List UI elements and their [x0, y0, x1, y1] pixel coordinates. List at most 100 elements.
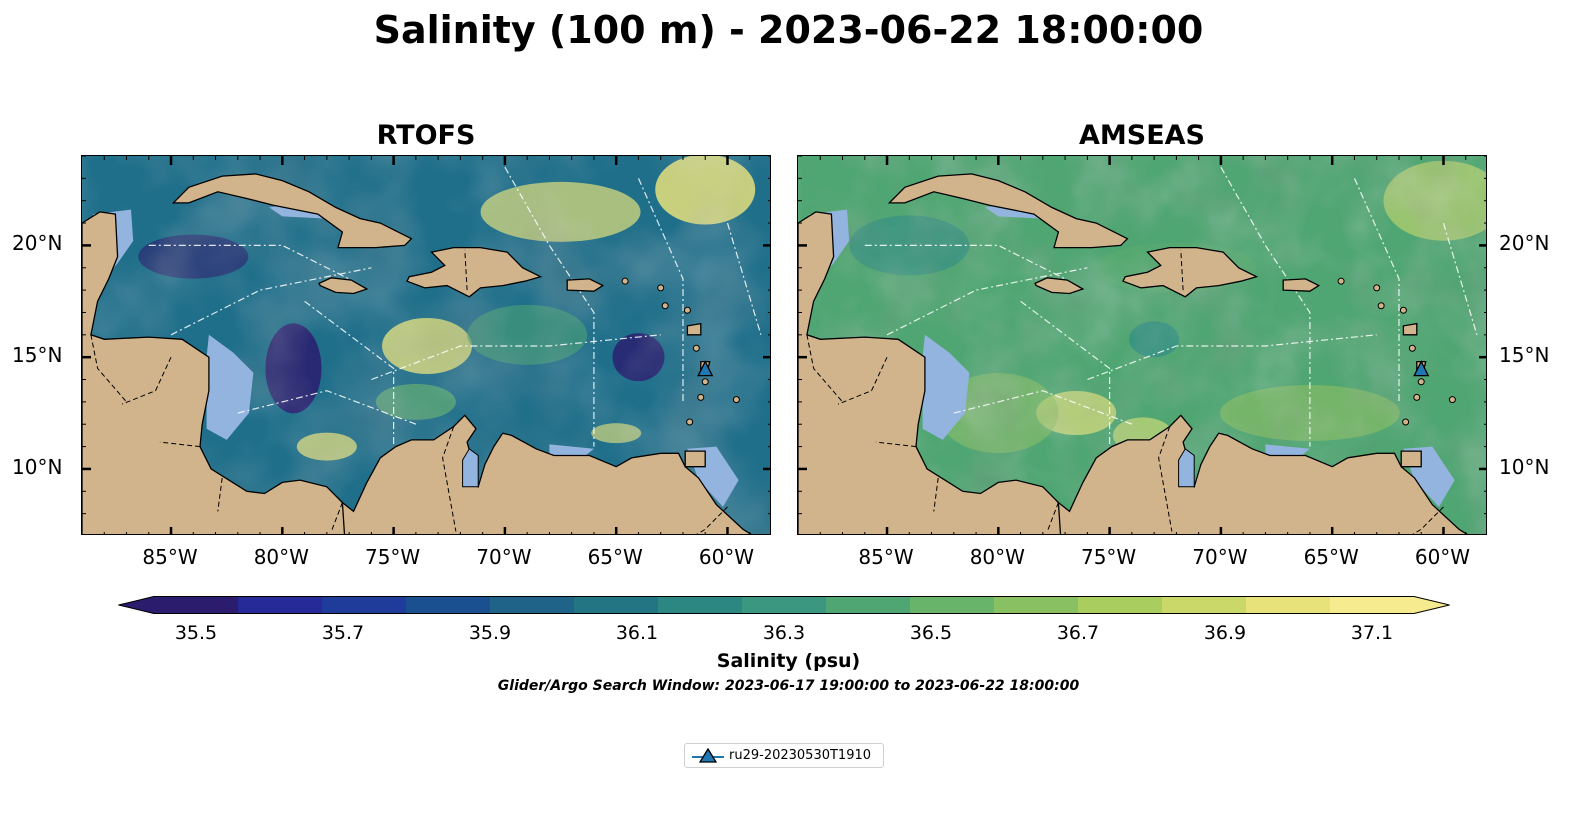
y-tick-label-left: 15°N	[12, 343, 63, 368]
island	[1402, 418, 1410, 426]
x-tick-label: 60°W	[1414, 545, 1471, 569]
country-border	[1046, 502, 1059, 532]
land-centralAmerica	[82, 211, 350, 534]
country-border	[330, 502, 343, 532]
y-tick-label-right: 15°N	[1499, 343, 1550, 368]
country-border	[875, 441, 917, 448]
x-tick-label: 75°W	[364, 545, 421, 569]
colorbar-tick-label: 36.9	[1203, 622, 1247, 644]
land-southAmerica	[341, 414, 752, 534]
country-border	[696, 506, 728, 534]
colorbar-tick-label: 37.1	[1350, 622, 1394, 644]
island	[1417, 378, 1425, 386]
y-tick-label-left: 20°N	[12, 231, 63, 256]
eez-boundary-line	[864, 244, 1066, 280]
shelf-area	[206, 334, 254, 440]
colorbar-tick-label: 35.7	[321, 622, 365, 644]
island	[683, 306, 691, 314]
eez-boundary-line	[1442, 222, 1478, 335]
lake-maracaibo	[462, 448, 479, 488]
colorbar-tick-label: 35.5	[174, 622, 218, 644]
y-tick-label-right: 20°N	[1499, 231, 1550, 256]
land-puertoRico	[566, 278, 605, 292]
x-tick-label: 70°W	[1192, 545, 1248, 569]
country-border	[806, 334, 843, 403]
island	[1448, 396, 1456, 404]
eez-boundary-line	[170, 267, 372, 336]
island	[621, 277, 629, 285]
glider-marker	[697, 360, 714, 377]
land-jamaica	[318, 277, 369, 295]
colorbar-segment	[1330, 596, 1415, 614]
amseas-map	[797, 155, 1487, 535]
search-window-text: Glider/Argo Search Window: 2023-06-17 19…	[497, 678, 1080, 694]
shelf-area	[549, 444, 594, 458]
glider-marker	[1413, 360, 1430, 377]
country-border	[442, 426, 457, 532]
island	[657, 284, 665, 292]
x-tick-label: 85°W	[858, 545, 914, 569]
x-tick-label: 80°W	[253, 545, 309, 569]
x-tick-label: 85°W	[142, 545, 198, 569]
island	[1373, 284, 1381, 292]
country-border	[90, 334, 127, 403]
land-puertoRico	[1282, 278, 1321, 292]
colorbar-segment	[658, 596, 743, 614]
colorbar-extend-high	[1414, 596, 1450, 614]
colorbar-tick-label: 35.9	[468, 622, 512, 644]
lake-maracaibo	[1178, 448, 1195, 488]
land-hispaniola	[1122, 246, 1259, 298]
eez-boundary-line	[637, 178, 684, 402]
eez-boundary-line	[1087, 334, 1377, 381]
island	[732, 396, 740, 404]
country-border	[1158, 426, 1173, 532]
glider-triangle-icon	[692, 748, 724, 763]
colorbar-tick-label: 36.5	[909, 622, 953, 644]
land-hispaniola	[406, 246, 543, 298]
island	[1399, 306, 1407, 314]
eez-boundary-line	[1353, 178, 1400, 402]
country-border	[1412, 506, 1444, 534]
colorbar-segment	[490, 596, 575, 614]
country-border	[464, 249, 468, 291]
colorbar-segment	[1246, 596, 1331, 614]
rtofs-map	[81, 155, 771, 535]
country-border	[159, 441, 201, 448]
colorbar-tick-label: 36.3	[762, 622, 806, 644]
eez-boundary-line	[504, 166, 595, 447]
island	[701, 378, 709, 386]
salinity-colorbar	[118, 596, 1450, 614]
country-border	[121, 356, 172, 405]
country-border	[217, 477, 223, 512]
colorbar-segment	[406, 596, 491, 614]
shelf-area	[922, 334, 970, 440]
land-guadeloupe	[1402, 322, 1418, 336]
panel-title-rtofs: RTOFS	[376, 120, 476, 151]
island	[661, 302, 669, 310]
colorbar-segment	[154, 596, 239, 614]
land-cuba	[171, 173, 413, 249]
eez-boundary-line	[953, 390, 1133, 425]
country-border	[933, 477, 939, 512]
colorbar-tick-label: 36.7	[1056, 622, 1100, 644]
island	[692, 344, 700, 352]
colorbar-extend-low	[118, 596, 154, 614]
colorbar-label: Salinity (psu)	[716, 650, 861, 672]
y-tick-label-left: 10°N	[12, 454, 63, 479]
land-southAmerica	[1057, 414, 1468, 534]
land-cuba	[887, 173, 1129, 249]
shelf-area	[1265, 444, 1310, 458]
land-guadeloupe	[686, 322, 702, 336]
x-tick-label: 65°W	[1303, 545, 1359, 569]
y-tick-label-right: 10°N	[1499, 454, 1550, 479]
island	[1377, 302, 1385, 310]
island	[1413, 393, 1421, 401]
legend-label: ru29-20230530T1910	[729, 748, 872, 763]
colorbar-segment	[742, 596, 827, 614]
country-border	[837, 356, 888, 405]
x-tick-label: 60°W	[698, 545, 755, 569]
colorbar-segment	[994, 596, 1079, 614]
land-trinidad	[1400, 450, 1422, 468]
eez-boundary-line	[1220, 166, 1311, 447]
colorbar-tick-label: 36.1	[615, 622, 659, 644]
